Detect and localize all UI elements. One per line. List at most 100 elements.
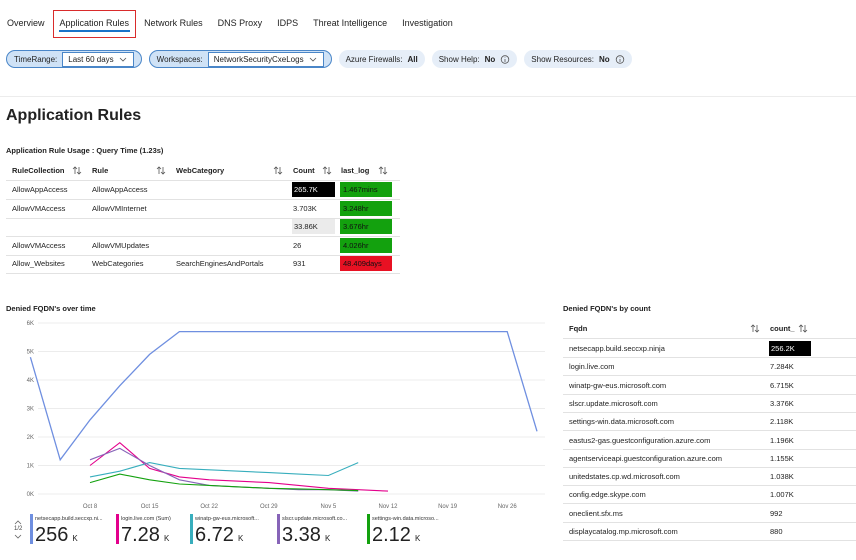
tab[interactable]: DNS Proxy xyxy=(217,18,263,28)
table-cell: 880 xyxy=(770,527,783,536)
row-line xyxy=(563,411,856,413)
row-line xyxy=(563,503,856,505)
row-line xyxy=(563,448,856,450)
legend-total: 3.38 K xyxy=(282,524,331,546)
sort-icon[interactable] xyxy=(156,166,166,175)
tab[interactable]: Overview xyxy=(7,18,45,28)
filter-label: TimeRange: xyxy=(14,54,58,64)
column-header: WebCategory xyxy=(176,166,225,175)
legend-unit: K xyxy=(164,534,170,543)
legend-value: 6.72 xyxy=(195,524,234,546)
y-tick-label: 5K xyxy=(27,350,34,356)
legend-swatch xyxy=(30,514,33,544)
filter-label: Show Resources: xyxy=(531,54,594,64)
dropdown[interactable]: NetworkSecurityCxeLogs xyxy=(207,51,324,67)
legend-total: 256 K xyxy=(35,524,78,546)
table-cell: login.live.com xyxy=(569,362,615,372)
x-tick-label: Oct 15 xyxy=(141,504,159,510)
divider xyxy=(0,96,856,97)
table-cell: settings-win.data.microsoft.com xyxy=(569,417,675,427)
sort-icon[interactable] xyxy=(750,324,760,333)
row-line xyxy=(563,375,856,377)
tab[interactable]: Threat Intelligence xyxy=(313,18,388,28)
x-tick-label: Oct 22 xyxy=(200,504,218,510)
filter[interactable]: Show Help: No xyxy=(431,50,518,68)
legend-unit: K xyxy=(325,534,331,543)
pager-arrows xyxy=(14,520,22,539)
table-cell: 1.155K xyxy=(770,453,794,463)
table-cell: 3.676hr xyxy=(340,219,392,234)
row-line xyxy=(563,521,856,523)
filter-label: Workspaces: xyxy=(156,54,203,64)
filter[interactable]: Azure Firewalls: All xyxy=(338,50,425,68)
sort-icon[interactable] xyxy=(322,166,332,175)
tab[interactable]: Application Rules xyxy=(52,10,137,38)
legend-pager: 1/2 xyxy=(14,526,23,532)
filter[interactable]: TimeRange: Last 60 days xyxy=(6,50,142,68)
table-cell: 3.376K xyxy=(770,398,794,408)
sort-icon[interactable] xyxy=(378,166,388,175)
table-cell: 1.196K xyxy=(770,435,794,445)
sort-icon[interactable] xyxy=(72,166,82,175)
chart-title: Denied FQDN's over time xyxy=(6,304,96,313)
table-cell: 26 xyxy=(293,240,302,250)
table-cell: 992 xyxy=(770,508,783,518)
legend-total: 6.72 K xyxy=(195,524,244,546)
tab[interactable]: IDPS xyxy=(277,18,299,28)
y-tick-label: 6K xyxy=(27,321,34,327)
table-cell: slscr.update.microsoft.com xyxy=(569,398,658,408)
table-cell: 3.248hr xyxy=(340,200,392,216)
table-cell: AllowVMInternet xyxy=(92,203,147,213)
legend-name: slscr.update.microsoft.co... xyxy=(282,516,348,522)
tab[interactable]: Investigation xyxy=(402,18,453,28)
x-tick-label: Oct 8 xyxy=(83,504,98,510)
table-cell: 1.007K xyxy=(770,490,794,500)
filter-label: Azure Firewalls: xyxy=(345,54,403,64)
column-header: RuleCollection xyxy=(12,166,65,175)
table-cell: 3.703K xyxy=(293,203,317,213)
table-cell: 48.409days xyxy=(340,256,392,271)
table-cell: AllowVMAccess xyxy=(12,240,66,250)
page-heading: Application Rules xyxy=(6,107,142,124)
legend-name: winatp-gw-eus.microsoft... xyxy=(194,516,259,522)
x-tick-label: Nov 5 xyxy=(321,504,337,510)
x-tick-label: Oct 29 xyxy=(260,504,278,510)
legend-value: 256 xyxy=(35,524,68,546)
legend-unit: K xyxy=(72,534,78,543)
legend-value: 7.28 xyxy=(121,524,160,546)
column-header: Fqdn xyxy=(569,324,588,333)
table-cell: 4.026hr xyxy=(340,237,392,253)
dropdown[interactable]: Last 60 days xyxy=(62,51,134,67)
tab[interactable]: Network Rules xyxy=(144,18,203,28)
chev-icon xyxy=(119,57,126,62)
filter-value: No xyxy=(599,54,610,64)
tab-bar: Overview Application Rules Network Rules DN… xyxy=(6,10,454,38)
row-line xyxy=(563,466,856,468)
row-line xyxy=(6,180,400,181)
column-header: Rule xyxy=(92,166,109,175)
row-line xyxy=(563,393,856,395)
table-cell: netsecapp.build.seccxp.ninja xyxy=(569,344,665,353)
series-line xyxy=(89,462,359,478)
column-header: count_ xyxy=(770,324,795,333)
row-line xyxy=(6,217,400,219)
table-cell: 256.2K xyxy=(769,341,811,356)
sort-icon[interactable] xyxy=(273,166,283,175)
legend-name: login.live.com (Sum) xyxy=(121,516,171,522)
table-cell: displaycatalog.mp.microsoft.com xyxy=(569,527,678,536)
filter[interactable]: Workspaces: NetworkSecurityCxeLogs xyxy=(148,50,332,68)
row-line xyxy=(6,273,400,274)
y-tick-label: 4K xyxy=(27,378,34,384)
filter[interactable]: Show Resources: No xyxy=(524,50,632,68)
legend-total: 7.28 K xyxy=(121,524,170,546)
sort-icon[interactable] xyxy=(798,324,808,333)
table-cell: SearchEnginesAndPortals xyxy=(176,259,264,268)
table-cell: config.edge.skype.com xyxy=(569,490,646,500)
table-title: Application Rule Usage : Query Time (1.2… xyxy=(6,146,164,155)
table-cell: winatp-gw-eus.microsoft.com xyxy=(569,380,667,390)
chart: 0K 1K 2K 3K 4K 5K 6K Oct 8 Oct 15 Oct 22 Oct 29 Nov… xyxy=(14,321,545,546)
series-line xyxy=(29,330,538,462)
filter-value: NetworkSecurityCxeLogs xyxy=(213,54,304,64)
row-line xyxy=(563,430,856,432)
table-cell: Allow_Websites xyxy=(12,259,65,268)
